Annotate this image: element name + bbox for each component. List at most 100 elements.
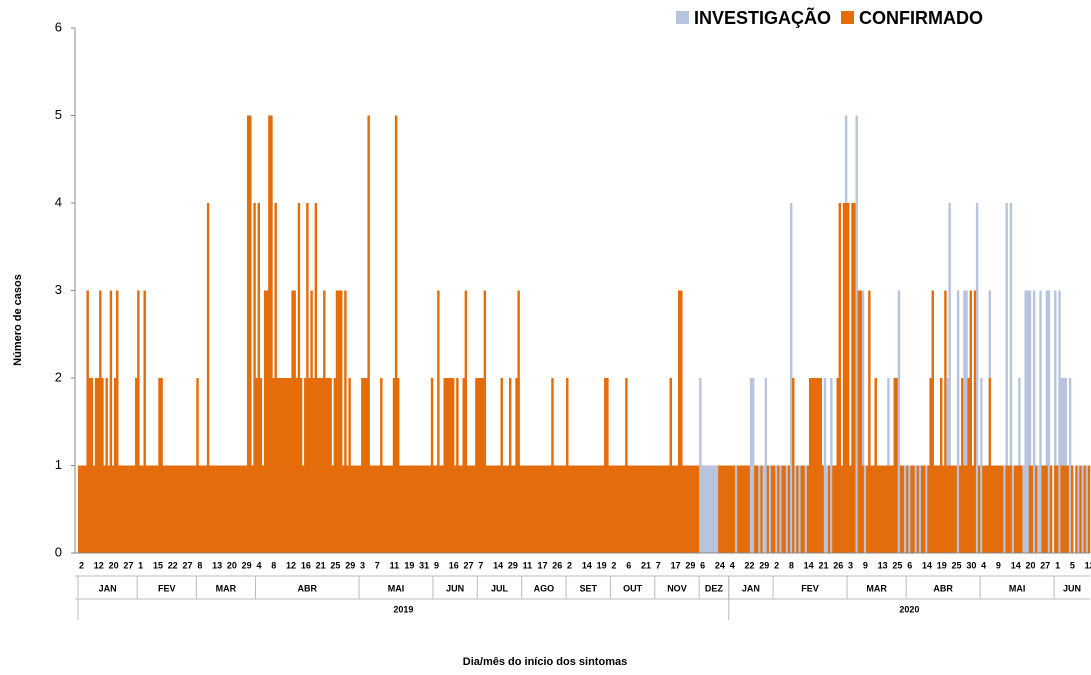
bar (342, 465, 345, 553)
bar (819, 378, 822, 553)
bar (618, 465, 622, 553)
bar (582, 465, 586, 553)
bar (386, 465, 389, 553)
bar (764, 378, 768, 553)
bar (454, 465, 457, 553)
bar (523, 465, 527, 553)
bar (92, 465, 96, 553)
bar (170, 465, 174, 553)
x-tick-label: 21 (316, 560, 326, 570)
bar (1060, 378, 1063, 466)
bar (339, 290, 343, 553)
bar (272, 378, 275, 553)
x-tick-label: 14 (1011, 560, 1021, 570)
x-tick-label: 13 (212, 560, 222, 570)
bar (517, 290, 520, 553)
bar (563, 465, 567, 553)
bar (437, 290, 440, 553)
bar (126, 465, 130, 553)
bar (519, 465, 522, 553)
x-tick-label: 1 (138, 560, 143, 570)
bar (783, 465, 787, 553)
bar (1009, 465, 1013, 553)
bar (1035, 465, 1038, 553)
bar (952, 465, 956, 553)
bar (747, 465, 751, 553)
bar (684, 465, 687, 553)
month-label: SET (579, 583, 597, 593)
bar (652, 465, 656, 553)
x-tick-label: 11 (523, 560, 533, 570)
bar (306, 203, 309, 553)
y-tick-label: 3 (55, 282, 62, 297)
bar (247, 115, 250, 553)
x-tick-label: 19 (597, 560, 607, 570)
bar (703, 465, 706, 553)
bar (711, 465, 715, 553)
bar (925, 465, 928, 553)
bar (232, 465, 235, 553)
bar (580, 465, 584, 553)
bar (494, 465, 497, 553)
x-tick-label: 22 (745, 560, 755, 570)
bar (473, 465, 476, 553)
bar (1022, 465, 1025, 553)
bar (720, 465, 723, 553)
bar (832, 465, 835, 553)
bar (669, 378, 672, 553)
bar (270, 115, 273, 553)
bar (849, 465, 852, 553)
bar (1054, 465, 1057, 553)
month-label: AGO (534, 583, 555, 593)
legend-swatch (841, 11, 855, 24)
bar (589, 465, 592, 553)
bar (249, 115, 252, 553)
x-tick-label: 27 (183, 560, 193, 570)
x-tick-label: 13 (878, 560, 888, 570)
bar (770, 465, 774, 553)
bar (183, 465, 187, 553)
y-tick-label: 4 (55, 194, 62, 209)
bar (149, 465, 153, 553)
bar (847, 203, 850, 553)
x-tick-label: 2 (79, 560, 84, 570)
bar (477, 378, 480, 553)
bar (842, 203, 846, 553)
bar (257, 203, 260, 553)
bar (844, 203, 848, 553)
bar (318, 378, 322, 553)
bar (460, 465, 463, 553)
bar (1060, 465, 1063, 553)
bar (678, 290, 681, 553)
bar (145, 465, 149, 553)
bar (566, 378, 569, 553)
bar (593, 465, 596, 553)
x-tick-label: 9 (434, 560, 439, 570)
bar (578, 465, 582, 553)
bar (515, 378, 518, 553)
bar (409, 465, 413, 553)
bar (756, 465, 759, 553)
bar (120, 465, 123, 553)
bar (654, 465, 658, 553)
x-tick-label: 15 (153, 560, 163, 570)
bar (965, 290, 968, 466)
bar (456, 378, 459, 553)
bar (143, 290, 146, 553)
bar (620, 465, 624, 553)
month-label: JUN (1063, 583, 1081, 593)
bar (397, 378, 400, 553)
bar (918, 465, 922, 553)
bar (394, 115, 398, 553)
bar (388, 465, 391, 553)
bar (299, 378, 303, 553)
bar (809, 378, 812, 553)
bar (538, 465, 541, 553)
bar (735, 465, 738, 553)
bar (908, 465, 911, 553)
bar (1064, 465, 1068, 553)
bar (310, 290, 313, 553)
bar (988, 290, 992, 378)
bar (718, 465, 721, 553)
bar (610, 465, 613, 553)
